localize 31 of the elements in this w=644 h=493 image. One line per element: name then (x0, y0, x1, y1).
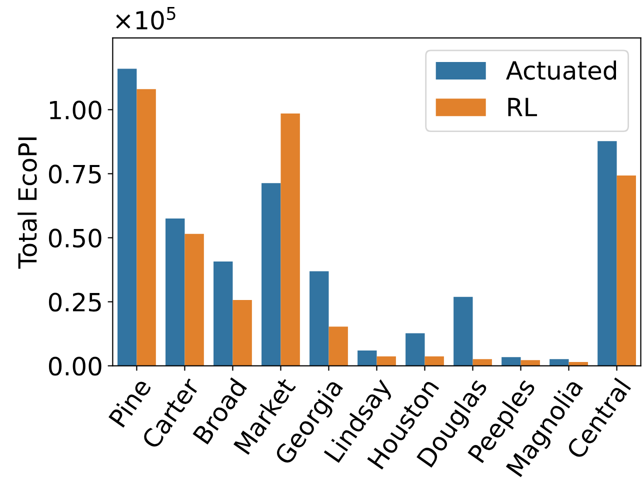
bar (424, 356, 444, 366)
y-tick-label: 0.50 (48, 228, 102, 248)
bar (616, 176, 636, 366)
bar (214, 262, 233, 366)
y-tick-label: 0.75 (48, 164, 101, 184)
bar (232, 300, 252, 366)
legend-label: RL (508, 98, 538, 116)
bar (406, 333, 425, 366)
bar (598, 141, 617, 366)
bar (328, 326, 348, 366)
y-axis-title: Total EcoPI (18, 138, 37, 269)
bar (502, 357, 521, 366)
bar (262, 183, 281, 366)
text: ×10$^{5}$ (116, 6, 176, 30)
bar (454, 296, 473, 366)
bar (550, 359, 569, 366)
bar (118, 68, 137, 366)
bar (280, 114, 300, 366)
y-tick-label: 1.00 (50, 100, 102, 120)
y-tick-label: 0.25 (48, 292, 101, 312)
bar (310, 271, 329, 366)
bar (358, 350, 377, 366)
bar (568, 362, 588, 366)
y-tick-label: 0.00 (48, 356, 102, 376)
legend-label: Actuated (506, 60, 616, 80)
bar (184, 234, 204, 366)
bar (166, 218, 185, 366)
bar (376, 356, 396, 366)
bar (136, 89, 156, 366)
bar (472, 359, 492, 366)
bar (520, 360, 540, 366)
